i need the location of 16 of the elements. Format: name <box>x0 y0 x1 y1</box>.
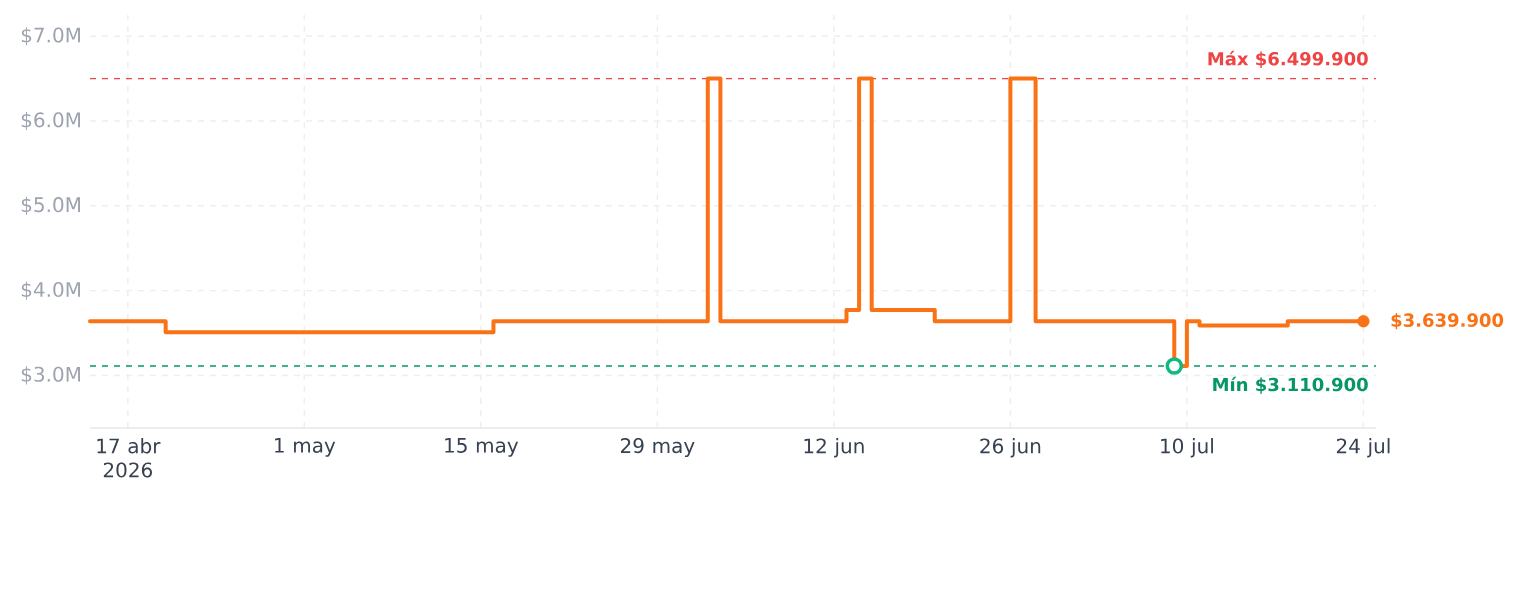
x-tick-label: 26 jun <box>980 438 1041 458</box>
x-tick-label: 10 jul <box>1161 438 1213 458</box>
x-tick-label: 15 may <box>445 438 519 457</box>
y-tick-label: $5.0M <box>21 196 80 215</box>
y-tick-label: $6.0M <box>21 111 80 131</box>
x-tick-label: 1 may <box>275 438 336 457</box>
x-tick-label: 24 jul <box>1336 438 1390 458</box>
y-tick-label: $4.0M <box>21 281 80 300</box>
ref-line-label: Mín $3.110.900 <box>1213 376 1368 394</box>
x-tick-label: 12 jun <box>804 438 864 458</box>
x-tick-label: 17 abr 2026 <box>97 438 161 478</box>
ref-line-label: Máx $6.499.900 <box>1208 50 1368 68</box>
x-tick-label: 29 may <box>620 438 695 458</box>
y-tick-label: $7.0M <box>21 27 80 46</box>
y-tick-label: $3.0M <box>21 366 80 385</box>
annotation: $3.639.900 <box>1391 312 1504 330</box>
